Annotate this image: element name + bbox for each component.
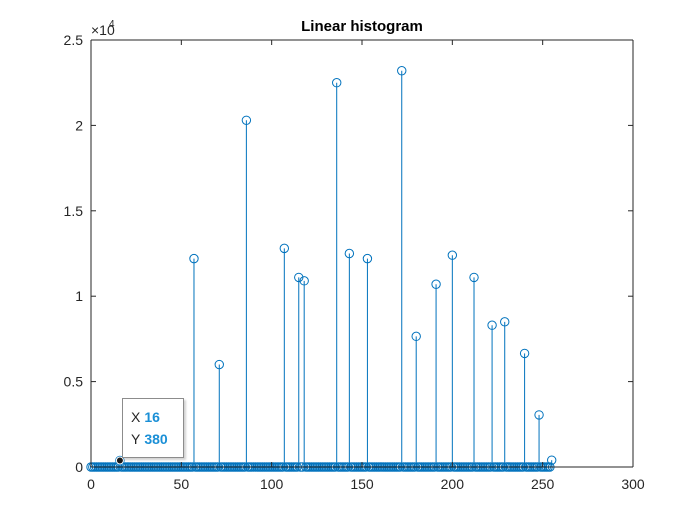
stem-marker [362, 253, 373, 264]
stem-point[interactable] [294, 272, 304, 467]
stem-point[interactable] [362, 253, 373, 467]
stem-marker [332, 78, 342, 88]
x-tick-label: 50 [174, 476, 190, 492]
x-tick-label: 150 [350, 476, 374, 492]
stem-point[interactable] [547, 455, 557, 467]
stem-marker [547, 455, 557, 465]
stem-point[interactable] [241, 115, 252, 467]
datatip-x-label: X [131, 409, 141, 425]
datatip-y-value: 380 [144, 431, 168, 447]
stem-marker [397, 66, 407, 76]
x-tick-label: 0 [87, 476, 95, 492]
datatip-x-value: 16 [144, 409, 160, 425]
stem-marker [279, 243, 290, 254]
x-tick-label: 200 [441, 476, 465, 492]
y-tick: 0 [75, 459, 633, 475]
stem-marker [534, 410, 544, 420]
datatip-y-label: Y [131, 431, 141, 447]
stem-marker [500, 317, 510, 327]
x-tick: 0 [87, 40, 95, 492]
y-tick: 1 [75, 288, 633, 304]
stem-marker [411, 331, 421, 342]
y-axis: 0 0.5 1 1.5 2 2.5 [64, 32, 633, 475]
x-tick: 300 [621, 40, 645, 492]
y-tick: 2.5 [64, 32, 633, 48]
stem-marker [519, 348, 530, 359]
stem-point[interactable] [189, 253, 199, 467]
stem-point[interactable] [397, 66, 407, 467]
stem-point[interactable] [279, 243, 290, 467]
x-tick: 200 [441, 40, 465, 492]
stem-point[interactable] [534, 410, 544, 467]
stem-marker [487, 320, 497, 330]
stem-point[interactable] [214, 359, 224, 467]
y-tick-label: 0.5 [64, 374, 84, 390]
y-tick-label: 2 [75, 117, 83, 133]
stem-point[interactable] [411, 331, 421, 467]
stem-point[interactable] [500, 317, 510, 467]
y-exponent-power: 4 [109, 19, 115, 30]
stem-marker [344, 248, 355, 259]
datatip[interactable]: X 16 Y 380 [122, 398, 184, 458]
x-tick: 250 [531, 40, 555, 492]
y-tick-label: 2.5 [64, 32, 84, 48]
y-tick-label: 1 [75, 288, 83, 304]
datatip-point[interactable] [115, 456, 124, 465]
stem-marker [189, 253, 199, 264]
x-axis: 0 50 100 150 200 250 300 [87, 40, 645, 492]
datatip-x-row: X 16 [131, 409, 160, 425]
stem-point[interactable] [469, 272, 479, 467]
x-tick: 50 [174, 40, 190, 492]
x-tick-label: 250 [531, 476, 555, 492]
stem-point[interactable] [519, 348, 530, 467]
stem-point[interactable] [447, 250, 458, 467]
datatip-y-row: Y 380 [131, 431, 168, 447]
stem-point[interactable] [344, 248, 355, 467]
x-tick: 100 [260, 40, 284, 492]
x-tick-label: 300 [621, 476, 645, 492]
stem-marker [241, 115, 252, 125]
y-tick: 2 [75, 117, 633, 133]
stem-point[interactable] [299, 276, 309, 467]
stem-point[interactable] [332, 78, 342, 468]
stem-marker [294, 272, 304, 283]
y-exponent-multiplier: ×10 [91, 22, 115, 38]
stem-marker [214, 359, 224, 370]
x-tick-label: 100 [260, 476, 284, 492]
y-tick-label: 1.5 [64, 203, 84, 219]
stem-marker [431, 279, 441, 289]
y-tick: 0.5 [64, 374, 633, 390]
plot-area[interactable] [91, 40, 633, 467]
datatip-marker[interactable] [115, 456, 124, 465]
x-tick: 150 [350, 40, 374, 492]
stem-point[interactable] [431, 279, 441, 467]
stem-point[interactable] [487, 320, 497, 467]
chart-title: Linear histogram [301, 18, 423, 35]
y-exponent-label: ×10 4 [91, 19, 115, 38]
stem-marker [469, 272, 479, 283]
stem-marker [447, 250, 458, 260]
stem-marker [299, 276, 309, 286]
y-tick-label: 0 [75, 459, 83, 475]
y-tick: 1.5 [64, 203, 633, 219]
